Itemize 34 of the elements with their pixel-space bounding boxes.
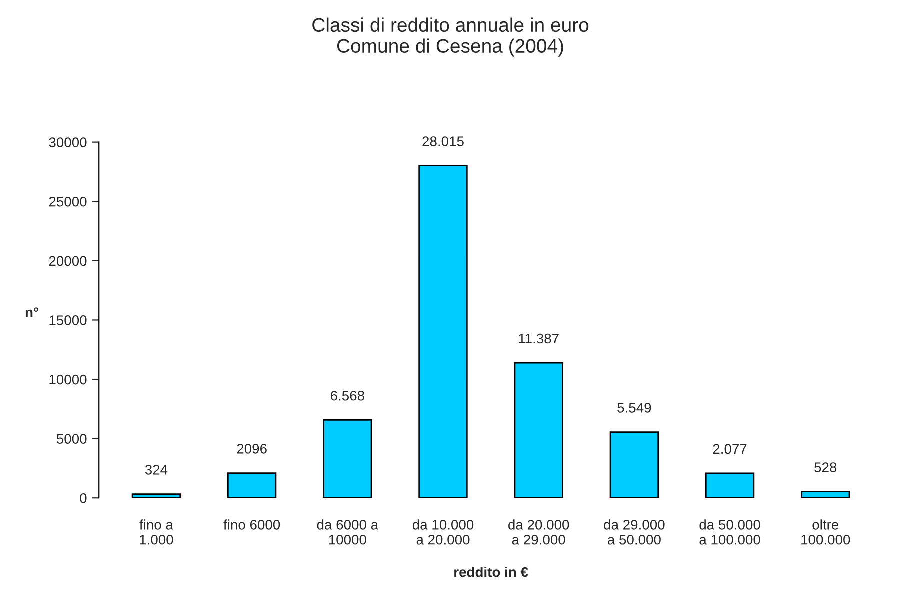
- data-label: 324: [145, 465, 168, 475]
- data-label: 2.077: [713, 444, 747, 454]
- bar: [227, 472, 277, 498]
- x-tick-label: da 20.000 a 29.000: [508, 520, 570, 545]
- x-tick-label: da 29.000 a 50.000: [604, 520, 665, 545]
- x-tick-label: da 10.000 a 20.000: [412, 520, 474, 545]
- x-tick-label: fino a 1.000: [140, 520, 174, 545]
- bar: [323, 420, 372, 498]
- y-tick-label: 5000: [56, 434, 87, 444]
- bar: [801, 491, 850, 498]
- data-label: 528: [814, 462, 837, 472]
- bar: [610, 432, 660, 498]
- bar: [705, 472, 755, 498]
- chart-title: Classi di reddito annuale in euro Comune di Cesena (2004): [312, 18, 589, 57]
- data-label: 2096: [237, 444, 267, 454]
- y-axis-title: n°: [26, 308, 38, 318]
- y-tick-label: 0: [80, 493, 87, 504]
- y-tick-label: 30000: [49, 138, 87, 148]
- y-tick-label: 10000: [50, 374, 87, 385]
- data-label: 11.387: [519, 334, 559, 344]
- data-label: 5.549: [618, 403, 652, 413]
- data-label: 28.015: [422, 136, 464, 146]
- y-tick-label: 15000: [50, 316, 87, 326]
- bar: [514, 362, 564, 498]
- bar: [418, 165, 468, 498]
- y-tick-label: 25000: [49, 196, 87, 207]
- x-tick-label: oltre 100.000: [802, 520, 850, 545]
- x-tick-label: da 50.000 a 100.000: [700, 520, 760, 545]
- x-axis-title: reddito in €: [454, 567, 528, 578]
- data-label: 6.568: [330, 390, 364, 401]
- y-tick-label: 20000: [49, 256, 87, 266]
- bar: [132, 494, 182, 498]
- x-tick-label: da 6000 a 10000: [317, 520, 379, 545]
- x-tick-label: fino 6000: [224, 520, 280, 530]
